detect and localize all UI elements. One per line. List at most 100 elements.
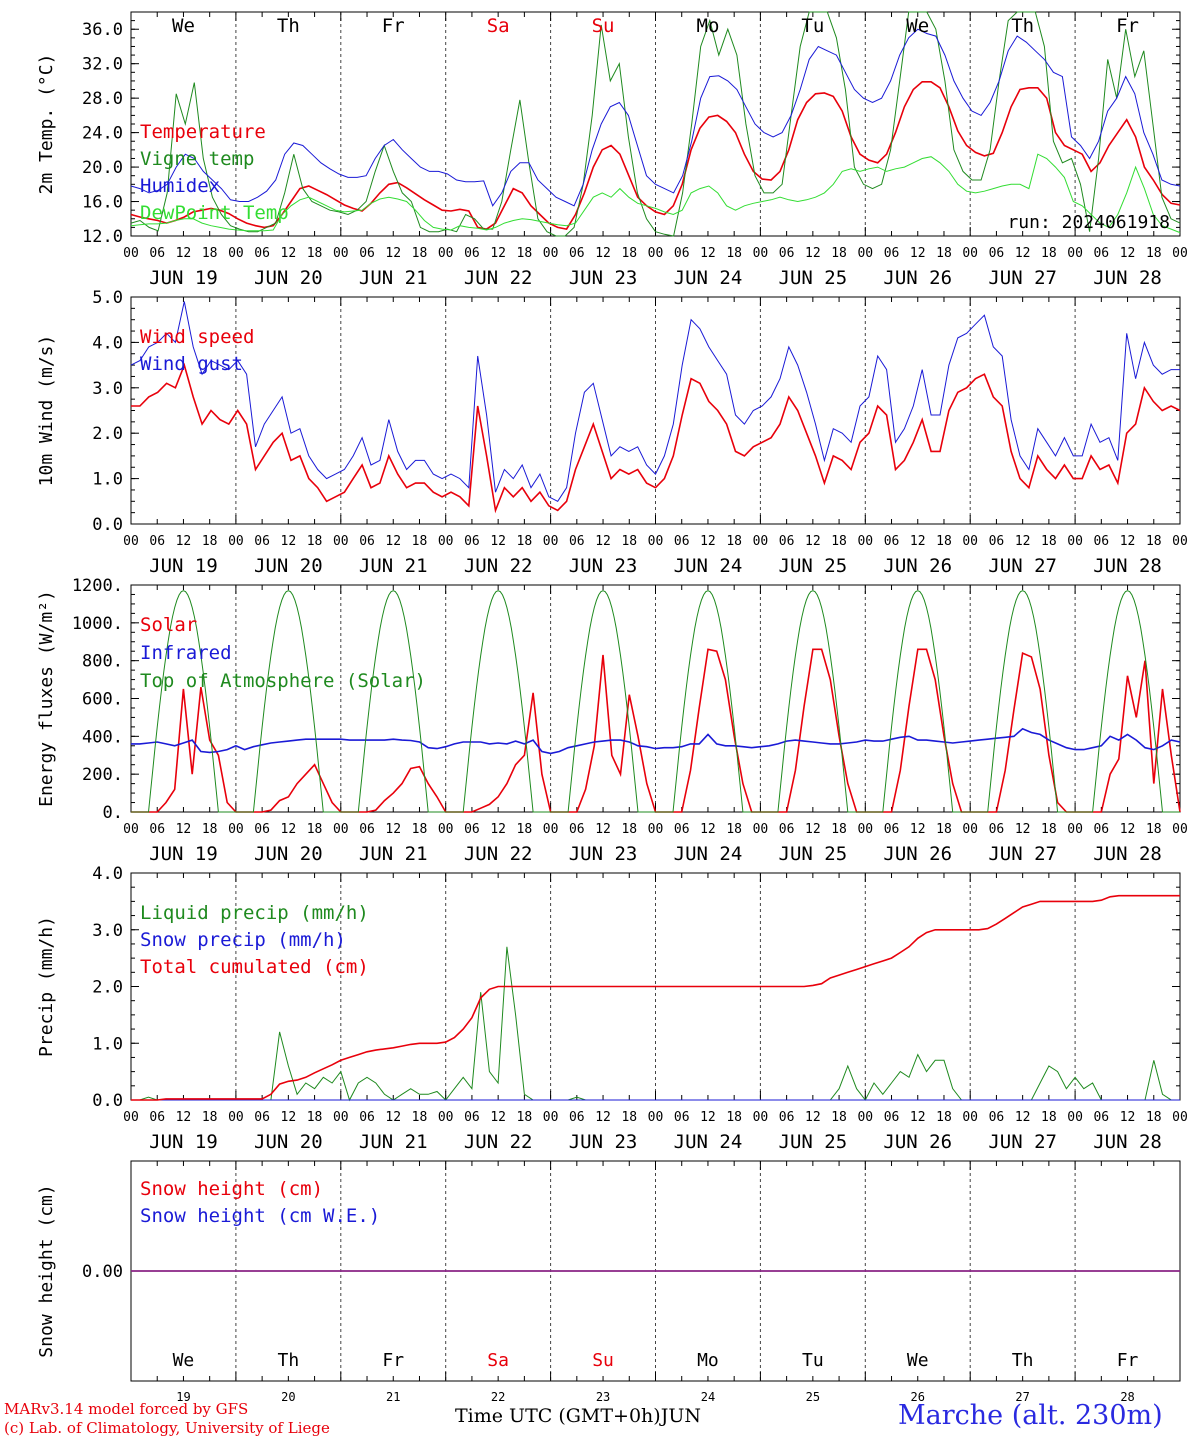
hour-tick-label: 12 — [385, 246, 401, 261]
hour-tick-label: 06 — [464, 822, 480, 837]
hour-tick-label: 18 — [517, 534, 533, 549]
hour-tick-label: 12 — [595, 1110, 611, 1125]
y-tick-label: 4.0 — [92, 333, 123, 353]
y-axis-label: Snow height (cm) — [36, 1184, 57, 1357]
hour-tick-label: 18 — [307, 246, 323, 261]
station-label: Marche (alt. 230m) — [898, 1400, 1163, 1431]
x-axis-title: Time UTC (GMT+0h) — [455, 1405, 661, 1427]
hour-tick-label: 12 — [176, 1110, 192, 1125]
day-number: 21 — [386, 1390, 400, 1404]
hour-tick-label: 00 — [228, 246, 244, 261]
hour-tick-label: 18 — [621, 822, 637, 837]
hour-tick-label: 12 — [490, 822, 506, 837]
day-name: We — [907, 1350, 929, 1371]
hour-tick-label: 06 — [1093, 1110, 1109, 1125]
day-number: 28 — [1120, 1390, 1134, 1404]
day-name: Sa — [487, 1350, 509, 1371]
series-line-vigne-temp — [130, 11, 1181, 237]
y-axis-label: Energy fluxes (W/m²) — [36, 590, 57, 807]
hour-tick-label: 06 — [464, 246, 480, 261]
hour-tick-label: 12 — [281, 246, 297, 261]
hour-tick-label: 12 — [595, 822, 611, 837]
hour-tick-label: 00 — [228, 1110, 244, 1125]
hour-tick-label: 00 — [1067, 246, 1083, 261]
date-label: JUN 20 — [254, 843, 323, 865]
hour-tick-label: 18 — [1146, 822, 1162, 837]
date-label: JUN 24 — [674, 1131, 743, 1153]
hour-tick-label: 18 — [831, 246, 847, 261]
date-label: JUN 23 — [569, 843, 638, 865]
hour-tick-label: 12 — [1015, 534, 1031, 549]
hour-tick-label: 12 — [700, 1110, 716, 1125]
date-label: JUN 25 — [779, 1131, 848, 1153]
hour-tick-label: 18 — [726, 246, 742, 261]
y-tick-label: 2.0 — [92, 424, 123, 444]
hour-tick-label: 12 — [1015, 822, 1031, 837]
y-tick-label: 0.0 — [92, 1091, 123, 1111]
hour-tick-label: 00 — [648, 1110, 664, 1125]
date-label: JUN 19 — [149, 1131, 218, 1153]
hour-tick-label: 00 — [123, 1110, 139, 1125]
y-axis-label: 2m Temp. (°C) — [36, 54, 57, 195]
hour-tick-label: 00 — [1172, 822, 1188, 837]
hour-tick-label: 00 — [543, 534, 559, 549]
hour-tick-label: 12 — [490, 246, 506, 261]
y-tick-label: 1000. — [72, 614, 123, 634]
hour-tick-label: 06 — [359, 246, 375, 261]
hour-tick-label: 00 — [543, 246, 559, 261]
hour-tick-label: 12 — [595, 534, 611, 549]
hour-tick-label: 12 — [385, 822, 401, 837]
date-label: JUN 24 — [674, 267, 743, 289]
day-name: Th — [278, 1350, 300, 1371]
y-tick-label: 0.00 — [82, 1262, 123, 1282]
hour-tick-label: 00 — [543, 822, 559, 837]
hour-tick-label: 00 — [962, 1110, 978, 1125]
hour-tick-label: 00 — [857, 822, 873, 837]
hour-tick-label: 12 — [700, 246, 716, 261]
legend-entry: Liquid precip (mm/h) — [140, 902, 369, 924]
legend-entry: DewPoint Temp — [140, 202, 289, 224]
hour-tick-label: 06 — [149, 534, 165, 549]
day-number: 26 — [911, 1390, 925, 1404]
hour-tick-label: 12 — [910, 822, 926, 837]
hour-tick-label: 06 — [464, 534, 480, 549]
hour-tick-label: 18 — [1146, 246, 1162, 261]
hour-tick-label: 00 — [1172, 246, 1188, 261]
date-label: JUN 28 — [1093, 1131, 1162, 1153]
hour-tick-label: 06 — [359, 534, 375, 549]
hour-tick-label: 12 — [1120, 246, 1136, 261]
hour-tick-label: 00 — [1067, 534, 1083, 549]
hour-tick-label: 00 — [1067, 822, 1083, 837]
hour-tick-label: 18 — [412, 534, 428, 549]
date-label: JUN 26 — [883, 555, 952, 577]
date-label: JUN 23 — [569, 555, 638, 577]
date-label: JUN 21 — [359, 555, 428, 577]
hour-tick-label: 06 — [149, 246, 165, 261]
date-label: JUN 25 — [779, 267, 848, 289]
hour-tick-label: 00 — [333, 246, 349, 261]
hour-tick-label: 00 — [333, 534, 349, 549]
hour-tick-label: 06 — [569, 246, 585, 261]
hour-tick-label: 18 — [621, 246, 637, 261]
hour-tick-label: 18 — [936, 822, 952, 837]
credit-line-2: (c) Lab. of Climatology, University of L… — [4, 1419, 330, 1437]
hour-tick-label: 12 — [176, 822, 192, 837]
hour-tick-label: 06 — [779, 534, 795, 549]
hour-tick-label: 18 — [936, 246, 952, 261]
hour-tick-label: 18 — [1146, 1110, 1162, 1125]
y-tick-label: 600. — [82, 690, 123, 710]
series-line-total-cumulated-cm- — [131, 894, 1180, 1101]
hour-tick-label: 00 — [438, 822, 454, 837]
hour-tick-label: 18 — [621, 534, 637, 549]
date-label: JUN 24 — [674, 843, 743, 865]
hour-tick-label: 00 — [1172, 1110, 1188, 1125]
hour-tick-label: 06 — [149, 822, 165, 837]
hour-tick-label: 00 — [1172, 534, 1188, 549]
day-name: We — [906, 15, 929, 37]
y-tick-label: 1200. — [72, 576, 123, 596]
y-tick-label: 200. — [82, 765, 123, 785]
hour-tick-label: 06 — [989, 1110, 1005, 1125]
series-line-wind-speed — [131, 362, 1181, 514]
y-tick-label: 1.0 — [92, 1034, 123, 1054]
